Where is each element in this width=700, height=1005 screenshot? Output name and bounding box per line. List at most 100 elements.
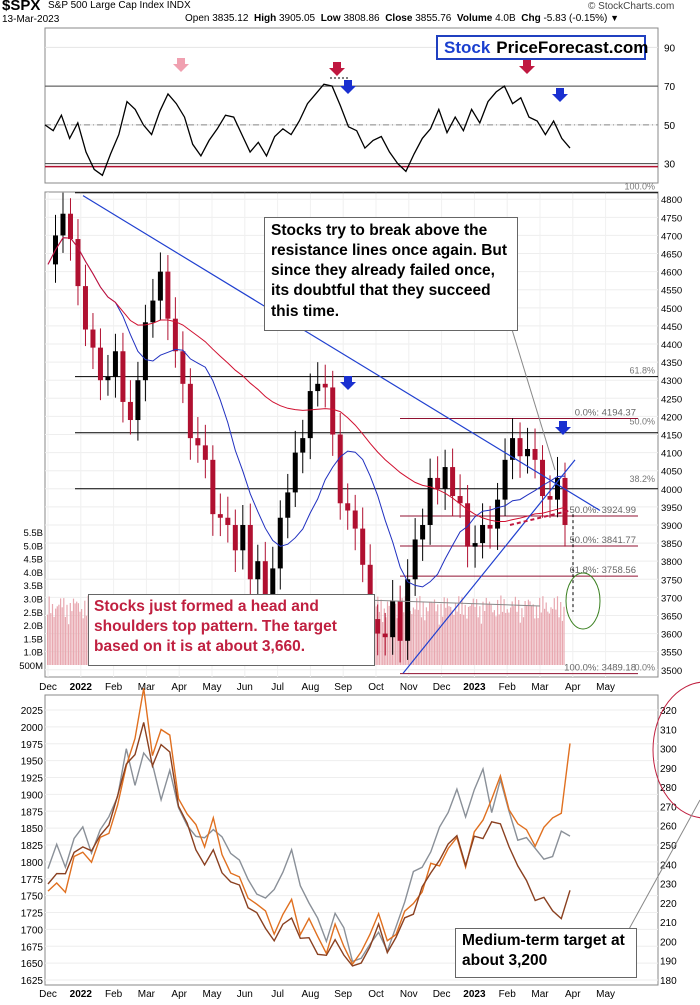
rsi-tick-label: 50 bbox=[664, 121, 676, 132]
month-label: Sep bbox=[334, 682, 352, 693]
price-candle bbox=[97, 347, 103, 381]
price-candle bbox=[352, 510, 358, 529]
metals-right-tick: 180 bbox=[660, 976, 677, 987]
volume-bar bbox=[464, 604, 466, 665]
price-tick-label: 3850 bbox=[661, 539, 682, 550]
volume-bar bbox=[459, 614, 461, 665]
volume-bar bbox=[458, 596, 460, 665]
metals-right-tick: 190 bbox=[660, 957, 677, 968]
price-candle bbox=[120, 351, 126, 402]
price-tick-label: 4250 bbox=[661, 394, 682, 405]
high-value: 3905.05 bbox=[278, 13, 316, 24]
chg-value: -5.83 (-0.15%) bbox=[543, 13, 608, 24]
volume-bar bbox=[553, 598, 555, 665]
metals-right-tick: 320 bbox=[660, 706, 677, 717]
price-candle bbox=[360, 528, 366, 565]
month-label: Apr bbox=[171, 682, 187, 693]
price-candle bbox=[135, 380, 141, 421]
volume-bar bbox=[419, 596, 421, 665]
price-tick-label: 3600 bbox=[661, 630, 682, 641]
volume-bar bbox=[420, 617, 423, 665]
volume-bar bbox=[503, 599, 505, 665]
month-label: May bbox=[596, 989, 615, 1000]
retracement-label: 50.0%: 3841.77 bbox=[569, 535, 636, 546]
price-tick-label: 4500 bbox=[661, 304, 682, 315]
price-tick-label: 3700 bbox=[661, 593, 682, 604]
volume-bar bbox=[493, 610, 495, 665]
metals-left-tick: 1775 bbox=[21, 875, 44, 886]
price-tick-label: 3500 bbox=[661, 666, 682, 677]
volume-bar bbox=[380, 599, 382, 665]
volume-bar bbox=[484, 611, 486, 665]
metals-right-tick: 220 bbox=[660, 899, 677, 910]
metals-left-tick: 1900 bbox=[21, 790, 44, 801]
volume-bar bbox=[537, 618, 539, 665]
month-label: Mar bbox=[138, 682, 156, 693]
annotation-middle: Stocks just formed a head and shoulders … bbox=[88, 594, 375, 666]
volume-bar bbox=[438, 624, 440, 665]
price-candle bbox=[330, 387, 336, 435]
volume-bar bbox=[63, 598, 65, 665]
arrow-pink-marker bbox=[173, 58, 189, 72]
volume-bar bbox=[425, 607, 427, 665]
metals-right-tick: 230 bbox=[660, 880, 677, 891]
volume-bar bbox=[501, 611, 504, 665]
volume-bar bbox=[519, 622, 521, 665]
volume-bar bbox=[450, 606, 452, 665]
fib-major-label: 50.0% bbox=[629, 416, 655, 426]
volume-bar bbox=[79, 611, 81, 665]
price-tick-label: 4450 bbox=[661, 322, 682, 333]
price-candle bbox=[472, 543, 478, 547]
volume-bar bbox=[451, 610, 453, 665]
brand-logo: Stock PriceForecast.com bbox=[436, 35, 648, 60]
annotation-top: Stocks try to break above the resistance… bbox=[264, 217, 518, 331]
dropdown-icon[interactable]: ▼ bbox=[610, 13, 620, 23]
rsi-line bbox=[44, 83, 571, 177]
arrow-blue-marker bbox=[340, 376, 356, 390]
month-label: Mar bbox=[138, 989, 156, 1000]
price-candle bbox=[232, 524, 238, 551]
fib-major-label: 38.2% bbox=[629, 474, 655, 484]
price-tick-label: 4550 bbox=[661, 286, 682, 297]
volume-bar bbox=[427, 611, 429, 665]
price-candle bbox=[240, 524, 246, 551]
metals-left-tick: 1875 bbox=[21, 807, 44, 818]
symbol-title: $SPX bbox=[2, 0, 40, 14]
metals-right-tick: 300 bbox=[660, 745, 677, 756]
price-candle bbox=[390, 600, 396, 638]
support-trendline bbox=[402, 459, 576, 674]
volume-tick-label: 5.0B bbox=[23, 541, 43, 552]
annotation-bottom: Medium-term target at about 3,200 bbox=[455, 928, 637, 978]
volume-bar bbox=[51, 604, 54, 665]
month-label: May bbox=[203, 989, 222, 1000]
volume-bar bbox=[555, 609, 557, 665]
volume-bar bbox=[429, 601, 431, 665]
volume-bar bbox=[552, 608, 554, 665]
price-candle bbox=[442, 467, 448, 489]
volume-bar bbox=[412, 607, 414, 665]
price-candle bbox=[367, 564, 373, 620]
volume-bar bbox=[513, 606, 515, 665]
volume-bar bbox=[556, 596, 559, 665]
price-candle bbox=[255, 561, 261, 580]
month-label: Dec bbox=[433, 682, 451, 693]
price-candle bbox=[480, 524, 486, 544]
price-candle bbox=[525, 448, 531, 457]
price-tick-label: 4400 bbox=[661, 340, 682, 351]
volume-bar bbox=[521, 608, 523, 665]
price-tick-label: 4700 bbox=[661, 231, 682, 242]
volume-bar bbox=[540, 612, 542, 665]
price-candle bbox=[532, 448, 538, 460]
fib-major-label: 61.8% bbox=[629, 366, 655, 376]
volume-bar bbox=[454, 603, 457, 665]
open-value: 3835.12 bbox=[212, 13, 249, 24]
price-candle bbox=[307, 391, 313, 439]
volume-bar bbox=[382, 622, 384, 665]
target-ellipse bbox=[565, 572, 601, 630]
metals-left-tick: 1825 bbox=[21, 841, 44, 852]
close-value: 3855.76 bbox=[415, 13, 452, 24]
right-ellipse bbox=[652, 681, 700, 819]
rsi-tick-label: 90 bbox=[664, 43, 676, 54]
price-candle bbox=[420, 524, 426, 540]
